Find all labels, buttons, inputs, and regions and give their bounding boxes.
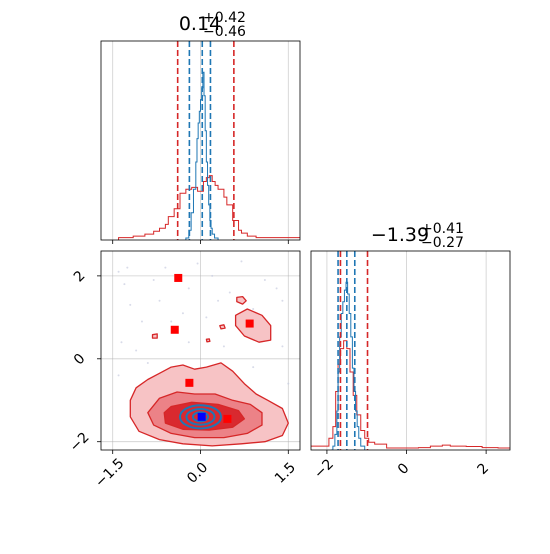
- joint-marker-red: [245, 319, 254, 328]
- joint-contours: [129, 295, 289, 447]
- marginal-y-median: −1.39: [371, 224, 429, 246]
- marginal-x-title: 0.14: [179, 13, 221, 35]
- joint-marker-red: [174, 273, 183, 282]
- marginal-x-series-0: [118, 175, 300, 240]
- joint-scatter-point: [158, 299, 161, 302]
- marginal-x-median: 0.14: [179, 13, 221, 35]
- joint-marker-red: [223, 414, 232, 423]
- joint-scatter-point: [263, 279, 266, 282]
- joint-scatter-point: [222, 345, 225, 348]
- joint-scatter-point: [140, 320, 143, 323]
- joint-scatter-point: [129, 303, 132, 306]
- joint-scatter-point: [146, 361, 149, 364]
- joint-scatter-points: [117, 260, 290, 385]
- joint-scatter-point: [187, 287, 190, 290]
- marginal-x-quantile-lines: [176, 41, 235, 240]
- joint-marker-red: [185, 378, 194, 387]
- joint-marker-red: [170, 325, 179, 334]
- joint-scatter-point: [252, 308, 255, 311]
- marginal-y-grid: [326, 251, 487, 450]
- joint-y-tick-label: 0: [71, 351, 89, 369]
- marginal-x-lower-error: −0.46: [203, 24, 246, 40]
- joint-y-tick-label: −2: [67, 429, 93, 455]
- marginal-x-grid: [112, 41, 289, 240]
- joint-scatter-point: [135, 349, 138, 352]
- marginal-y-tick-label: 2: [474, 460, 492, 478]
- marginal-y-tick-label: 0: [395, 460, 413, 478]
- joint-scatter-point: [164, 266, 167, 269]
- joint-scatter-point: [240, 260, 243, 263]
- marginal-x-panel: 0.14 +0.42 −0.46: [100, 10, 301, 244]
- joint-scatter-point: [196, 262, 199, 265]
- joint-scatter-point: [287, 382, 290, 385]
- joint-scatter-point: [117, 374, 120, 377]
- marginal-x-upper-error: +0.42: [203, 10, 246, 26]
- joint-scatter-point: [117, 270, 120, 273]
- joint-scatter-point: [205, 316, 208, 319]
- marginal-y-frame: [310, 250, 511, 451]
- marginal-y-tick-label: −2: [311, 456, 337, 482]
- joint-scatter-point: [252, 366, 255, 369]
- joint-scatter-point: [123, 283, 126, 286]
- joint-scatter-point: [281, 345, 284, 348]
- joint-scatter-point: [120, 341, 123, 344]
- marginal-y-ticks: −2 0 2: [311, 450, 492, 482]
- joint-contour-island: [151, 333, 158, 339]
- joint-x-tick-label: 1.5: [272, 460, 299, 487]
- marginal-y-panel: −2 0 2 −1.39 +0.41 −0.27: [310, 221, 511, 482]
- joint-scatter-point: [170, 320, 173, 323]
- joint-panel: −1.5 0.0 1.5 −2 0 2: [67, 250, 301, 491]
- joint-x-tick-label: −1.5: [92, 455, 127, 490]
- joint-scatter-point: [181, 312, 184, 315]
- joint-y-tick-label: 2: [71, 268, 89, 286]
- marginal-y-title: −1.39: [371, 224, 429, 246]
- marginal-y-upper-error: +0.41: [421, 221, 464, 237]
- joint-contour-blue: [191, 411, 210, 423]
- joint-scatter-point: [187, 341, 190, 344]
- joint-scatter-point: [152, 279, 155, 282]
- joint-markers: [170, 273, 254, 423]
- joint-contour-blue: [185, 407, 216, 426]
- joint-contour-island: [236, 295, 247, 305]
- marginal-x-histograms: [118, 71, 300, 240]
- joint-marker-blue: [197, 412, 206, 421]
- joint-scatter-point: [211, 274, 214, 277]
- joint-scatter-point: [126, 266, 129, 269]
- joint-scatter-point: [275, 287, 278, 290]
- joint-contour-island: [205, 338, 211, 343]
- marginal-y-quantile-lines: [337, 251, 369, 450]
- marginal-x-ticks: [112, 240, 289, 244]
- joint-scatter-point: [281, 299, 284, 302]
- joint-scatter-point: [228, 291, 231, 294]
- joint-x-tick-label: 0.0: [184, 460, 211, 487]
- marginal-y-lower-error: −0.27: [421, 235, 464, 251]
- joint-contour-blue: [179, 404, 222, 430]
- joint-contour-island: [219, 324, 226, 330]
- joint-scatter-point: [217, 299, 220, 302]
